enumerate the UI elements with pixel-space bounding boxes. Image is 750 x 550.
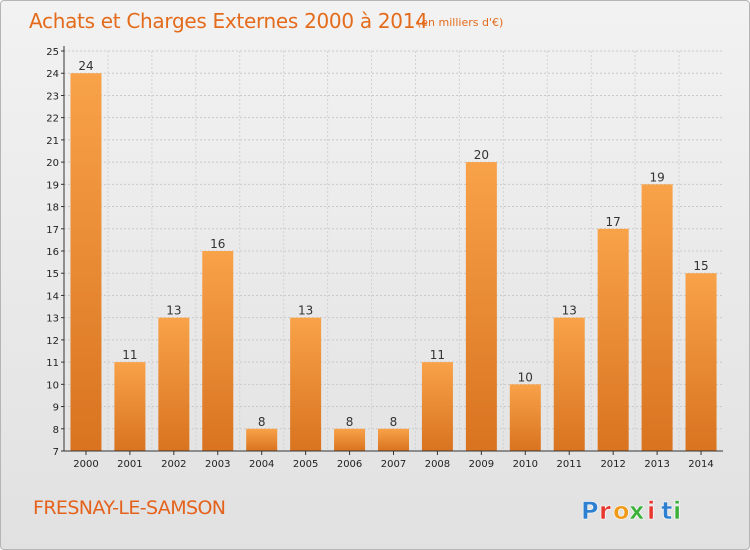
bar bbox=[334, 428, 366, 451]
bars bbox=[70, 73, 717, 452]
y-tick-label: 15 bbox=[46, 269, 59, 280]
data-label: 16 bbox=[210, 237, 225, 251]
data-label: 10 bbox=[518, 370, 533, 384]
x-tick-label: 2010 bbox=[513, 459, 538, 470]
data-label: 24 bbox=[78, 59, 93, 73]
x-tick-label: 2003 bbox=[205, 459, 230, 470]
y-tick-label: 14 bbox=[46, 291, 59, 302]
x-tick-label: 2012 bbox=[600, 459, 625, 470]
y-tick-label: 13 bbox=[46, 314, 59, 325]
data-label: 8 bbox=[346, 415, 354, 429]
y-tick-label: 17 bbox=[46, 225, 59, 236]
bar bbox=[553, 317, 585, 451]
x-tick-label: 2013 bbox=[644, 459, 669, 470]
y-tick-label: 24 bbox=[46, 69, 59, 80]
bar bbox=[114, 362, 146, 451]
bar bbox=[202, 251, 234, 451]
x-tick-label: 2005 bbox=[293, 459, 318, 470]
y-tick-label: 21 bbox=[46, 136, 59, 147]
y-tick-label: 19 bbox=[46, 180, 59, 191]
y-tick-label: 9 bbox=[53, 403, 59, 414]
y-tick-label: 10 bbox=[46, 380, 59, 391]
logo-letter: r bbox=[599, 497, 611, 525]
bar bbox=[158, 317, 190, 451]
y-tick-label: 11 bbox=[46, 358, 59, 369]
bar bbox=[246, 428, 278, 451]
x-tick-label: 2014 bbox=[688, 459, 713, 470]
x-tick-label: 2004 bbox=[249, 459, 274, 470]
logo-letter: i bbox=[673, 497, 681, 525]
bar bbox=[465, 162, 497, 451]
x-tick-label: 2006 bbox=[337, 459, 362, 470]
y-tick-label: 20 bbox=[46, 158, 59, 169]
y-tick-label: 8 bbox=[53, 425, 59, 436]
x-tick-label: 2001 bbox=[117, 459, 142, 470]
logo-letter: i bbox=[647, 497, 655, 525]
bar bbox=[421, 362, 453, 451]
x-tick-label: 2011 bbox=[557, 459, 582, 470]
data-label: 13 bbox=[562, 304, 577, 318]
logo-letter: t bbox=[661, 497, 672, 525]
bar bbox=[641, 184, 673, 452]
axes: 7 8 9 10 11 12 13 14 15 16 17 18 19 20 21 22 23 24 25 2000 2… bbox=[46, 46, 723, 470]
bar bbox=[290, 317, 322, 451]
commune-name: FRESNAY-LE-SAMSON bbox=[33, 497, 226, 519]
data-label: 8 bbox=[390, 415, 398, 429]
bar bbox=[70, 73, 102, 451]
x-tick-label: 2007 bbox=[381, 459, 406, 470]
data-label: 11 bbox=[430, 348, 445, 362]
bar bbox=[597, 228, 629, 451]
x-tick-label: 2009 bbox=[469, 459, 494, 470]
data-labels: 24 11 13 16 8 13 8 8 11 20 10 13 17 19 15 bbox=[78, 59, 708, 429]
y-tick-label: 16 bbox=[46, 247, 59, 258]
bar bbox=[509, 384, 541, 451]
chart-unit: (en milliers d'€) bbox=[417, 16, 504, 29]
x-tick-label: 2002 bbox=[161, 459, 186, 470]
data-label: 20 bbox=[474, 148, 489, 162]
logo-letter: o bbox=[613, 497, 630, 525]
x-tick-label: 2008 bbox=[425, 459, 450, 470]
y-tick-label: 7 bbox=[53, 447, 59, 458]
bar bbox=[378, 428, 409, 451]
chart-title: Achats et Charges Externes 2000 à 2014 bbox=[29, 9, 428, 33]
data-label: 13 bbox=[166, 304, 181, 318]
y-tick-label: 25 bbox=[46, 47, 59, 58]
x-tick-label: 2000 bbox=[73, 459, 98, 470]
data-label: 15 bbox=[693, 259, 708, 273]
y-tick-label: 18 bbox=[46, 203, 59, 214]
data-label: 13 bbox=[298, 304, 313, 318]
y-tick-label: 22 bbox=[46, 114, 59, 125]
data-label: 8 bbox=[258, 415, 266, 429]
y-tick-label: 12 bbox=[46, 336, 59, 347]
logo-letter: x bbox=[629, 497, 645, 525]
data-label: 11 bbox=[122, 348, 137, 362]
y-tick-label: 23 bbox=[46, 91, 59, 102]
logo-letter: P bbox=[581, 497, 599, 525]
data-label: 17 bbox=[606, 215, 621, 229]
data-label: 19 bbox=[649, 170, 664, 184]
bar bbox=[685, 273, 717, 451]
